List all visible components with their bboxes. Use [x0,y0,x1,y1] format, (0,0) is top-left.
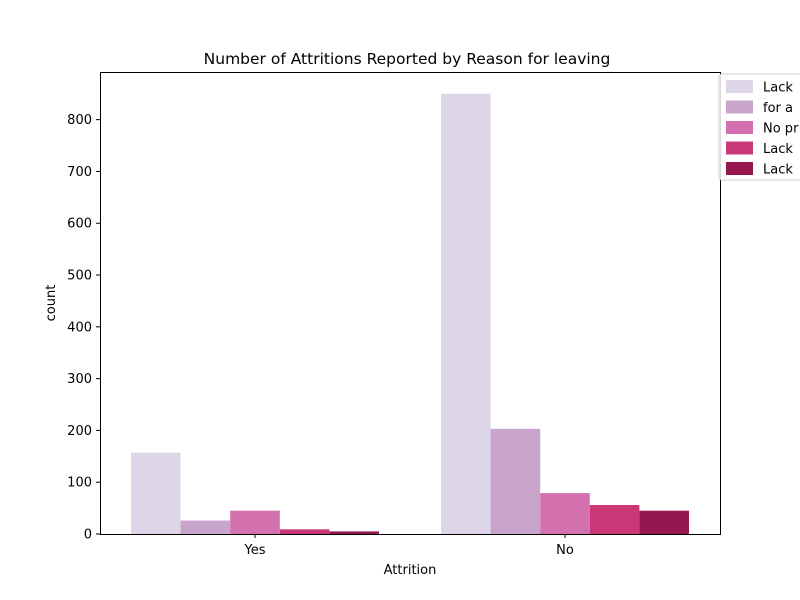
y-tick-label: 200 [67,424,92,439]
legend-swatch [726,121,753,134]
legend-label: Lack [763,81,793,96]
y-axis: 0 100 200 300 400 500 600 700 800 [67,113,100,543]
plot-frame [100,72,721,535]
y-tick-label: 700 [67,165,92,180]
bar-4-yes [279,529,330,534]
y-tick-label: 100 [67,476,92,491]
y-tick-label: 400 [67,320,92,335]
legend-swatch [726,162,753,175]
y-axis-label: count [44,285,59,322]
chart-title: Number of Attritions Reported by Reason … [204,50,611,68]
legend: Lack for a No pr Lack Lack [718,73,800,181]
bar-2-yes [180,520,231,534]
bar-4-no [589,505,640,534]
y-tick-label: 800 [67,113,92,128]
x-tick-label: No [556,543,574,558]
x-tick-label: Yes [244,543,266,558]
legend-swatch [726,80,753,93]
bar-1-no [441,93,491,534]
bar-1-yes [131,452,181,534]
x-axis: Yes No [244,534,574,558]
bars-group [131,93,689,534]
y-tick-label: 0 [84,528,92,543]
legend-swatch [726,141,753,155]
legend-label: No pr [763,122,799,137]
legend-swatch [726,100,753,114]
x-axis-label: Attrition [384,563,437,578]
legend-label: Lack [763,142,793,157]
bar-2-no [490,428,541,534]
legend-label: for a [763,101,793,116]
y-tick-label: 300 [67,372,92,387]
bar-3-yes [230,510,280,534]
legend-label: Lack [763,163,793,178]
bar-5-yes [329,531,379,534]
y-tick-label: 600 [67,217,92,232]
bar-5-no [639,510,689,534]
y-tick-label: 500 [67,269,92,284]
bar-3-no [540,493,590,534]
